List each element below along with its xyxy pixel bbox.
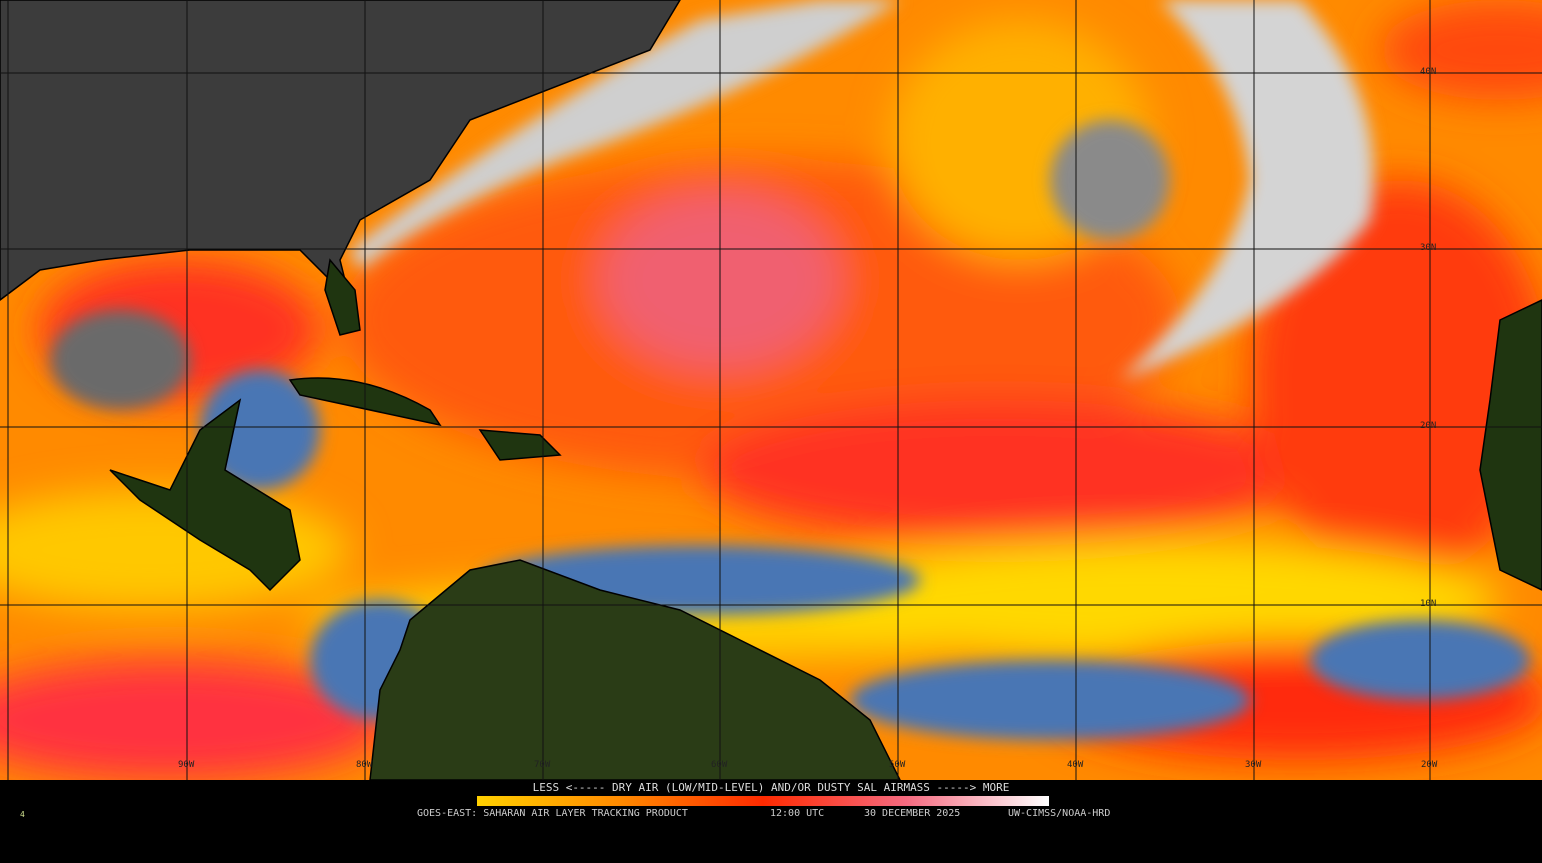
lon-label: 50W [889,760,906,770]
legend-title: LESS <----- DRY AIR (LOW/MID-LEVEL) AND/… [532,781,1010,794]
frame-number: 4 [20,810,25,819]
land-masses [0,0,1542,780]
colorbar [477,796,1049,806]
lon-label: 80W [356,760,373,770]
cloud-bands [50,0,1374,410]
lat-label: 30N [1420,243,1437,253]
credit: UW-CIMSS/NOAA-HRD [1008,808,1111,819]
lat-lon-grid [0,0,1542,780]
lon-label: 30W [1245,760,1262,770]
lat-label: 20N [1420,421,1437,431]
footer: GOES-EAST: SAHARAN AIR LAYER TRACKING PR… [0,808,1542,863]
lat-label: 40N [1420,67,1437,77]
time-stamp: 12:00 UTC [770,808,825,819]
date-stamp: 30 DECEMBER 2025 [864,808,961,819]
satellite-map [0,0,1542,780]
lon-label: 40W [1067,760,1084,770]
lon-label: 60W [711,760,728,770]
lon-label: 70W [534,760,551,770]
product-name: GOES-EAST: SAHARAN AIR LAYER TRACKING PR… [417,808,688,819]
lon-label: 20W [1421,760,1438,770]
lat-label: 10N [1420,599,1437,609]
lon-label: 90W [178,760,195,770]
